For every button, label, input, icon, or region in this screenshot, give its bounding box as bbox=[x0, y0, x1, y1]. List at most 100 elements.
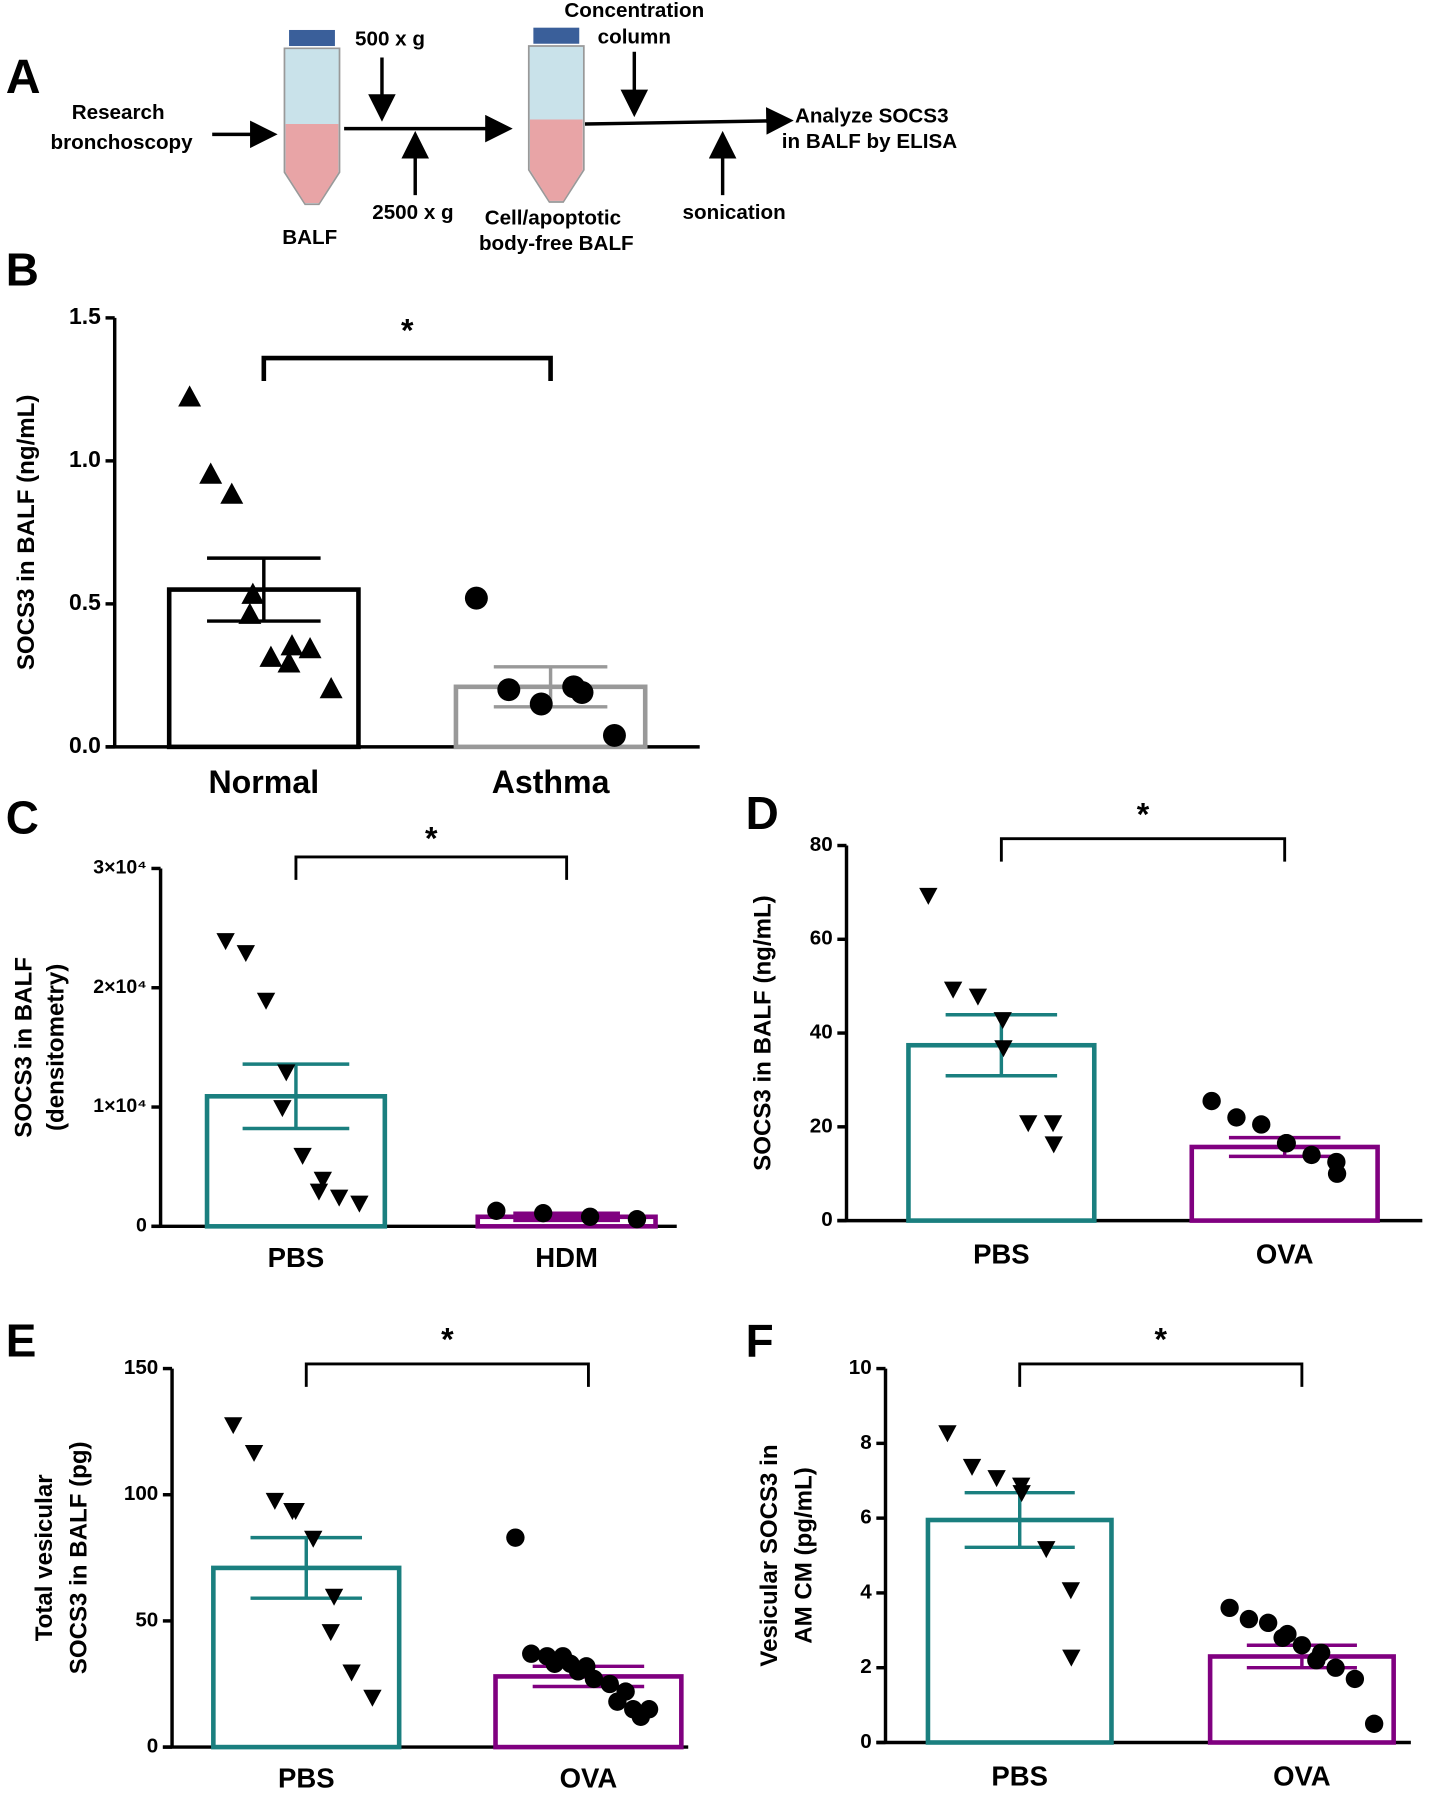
data-point bbox=[178, 385, 202, 407]
step-text: Cell/apoptotic bbox=[485, 207, 621, 230]
y-tick-label: 0.0 bbox=[69, 732, 101, 758]
data-point bbox=[256, 992, 276, 1010]
data-point bbox=[1345, 1669, 1365, 1689]
y-tick-label: 80 bbox=[810, 833, 833, 856]
data-point bbox=[943, 981, 963, 999]
data-point bbox=[1292, 1636, 1312, 1655]
data-point bbox=[497, 678, 521, 702]
x-tick-label: PBS bbox=[268, 1242, 325, 1273]
step-text: BALF bbox=[282, 226, 337, 249]
data-point bbox=[1327, 1164, 1347, 1183]
data-point bbox=[1012, 1485, 1031, 1503]
data-point bbox=[220, 482, 244, 504]
data-point bbox=[1326, 1658, 1345, 1677]
y-tick-label: 0 bbox=[136, 1214, 147, 1236]
y-axis-label: Total vesicular bbox=[31, 1474, 58, 1641]
panel-label: E bbox=[6, 1315, 37, 1367]
step-text: in BALF by ELISA bbox=[782, 130, 957, 153]
data-point bbox=[464, 586, 488, 610]
data-point bbox=[321, 1624, 340, 1642]
data-point bbox=[568, 1662, 588, 1681]
y-tick-label: 10 bbox=[849, 1356, 872, 1379]
y-axis-label: Vesicular SOCS3 in bbox=[756, 1444, 783, 1666]
y-tick-label: 150 bbox=[124, 1356, 158, 1379]
data-point bbox=[584, 1669, 604, 1689]
data-point bbox=[238, 602, 262, 624]
x-tick-label: PBS bbox=[991, 1760, 1048, 1791]
data-point bbox=[1252, 1115, 1271, 1134]
y-tick-label: 6 bbox=[860, 1506, 871, 1529]
data-point bbox=[570, 681, 594, 705]
significance-bracket bbox=[999, 837, 1287, 862]
data-point bbox=[319, 677, 343, 699]
y-axis-label: AM CM (pg/mL) bbox=[791, 1467, 818, 1644]
x-tick-label: PBS bbox=[973, 1238, 1030, 1269]
step-text: body-free BALF bbox=[479, 232, 634, 255]
data-point bbox=[1220, 1598, 1239, 1618]
y-axis-label: SOCS3 in BALF (ng/mL) bbox=[13, 395, 40, 671]
y-tick-label: 0.5 bbox=[69, 589, 101, 615]
tube bbox=[283, 29, 341, 206]
significance-label: * bbox=[1155, 1322, 1168, 1358]
y-tick-label: 4 bbox=[860, 1580, 872, 1603]
y-tick-label: 50 bbox=[135, 1608, 158, 1631]
step-text: sonication bbox=[683, 201, 786, 224]
panel-label: B bbox=[6, 243, 39, 295]
y-tick-label: 0 bbox=[147, 1735, 158, 1758]
data-point bbox=[522, 1644, 541, 1663]
data-point bbox=[600, 1674, 619, 1694]
panel-label: D bbox=[746, 787, 779, 839]
y-tick-label: 0 bbox=[821, 1208, 832, 1231]
x-tick-label: OVA bbox=[560, 1763, 618, 1794]
data-point bbox=[962, 1458, 982, 1476]
significance-label: * bbox=[401, 312, 414, 348]
data-point bbox=[216, 933, 235, 951]
x-tick-label: Asthma bbox=[492, 764, 611, 800]
step-text: bronchoscopy bbox=[51, 131, 194, 154]
data-point bbox=[506, 1528, 525, 1547]
data-point bbox=[627, 1209, 647, 1229]
y-tick-label: 1.5 bbox=[69, 303, 101, 329]
data-point bbox=[1019, 1115, 1038, 1133]
y-axis-label: (densitometry) bbox=[43, 964, 70, 1131]
data-point bbox=[987, 1470, 1006, 1488]
data-point bbox=[241, 582, 265, 604]
data-point bbox=[265, 1492, 285, 1510]
data-point bbox=[259, 645, 283, 667]
y-tick-label: 100 bbox=[124, 1482, 158, 1505]
panel-label: C bbox=[6, 792, 39, 844]
arrows bbox=[212, 51, 794, 196]
data-point bbox=[1044, 1136, 1063, 1154]
data-point bbox=[1307, 1651, 1326, 1670]
data-point bbox=[244, 1444, 264, 1462]
data-point bbox=[631, 1707, 650, 1726]
data-point bbox=[993, 1012, 1012, 1030]
data-point bbox=[968, 988, 988, 1006]
data-point bbox=[277, 1064, 296, 1082]
data-point bbox=[298, 637, 322, 659]
data-point bbox=[1277, 1134, 1296, 1153]
x-tick-label: OVA bbox=[1256, 1238, 1314, 1269]
x-tick-label: Normal bbox=[208, 764, 319, 800]
data-point bbox=[1227, 1108, 1246, 1127]
data-point bbox=[342, 1664, 361, 1682]
significance-label: * bbox=[441, 1322, 454, 1358]
y-tick-label: 0 bbox=[860, 1730, 871, 1753]
panel-label: A bbox=[6, 50, 41, 104]
data-point bbox=[1061, 1582, 1081, 1600]
data-point bbox=[608, 1692, 627, 1711]
data-point bbox=[293, 1147, 312, 1165]
y-tick-label: 2×10⁴ bbox=[93, 976, 147, 998]
data-point bbox=[529, 692, 553, 716]
step-text: Research bbox=[72, 101, 165, 124]
y-axis-label: SOCS3 in BALF (ng/mL) bbox=[749, 895, 776, 1171]
significance-bracket bbox=[1018, 1362, 1304, 1387]
y-tick-label: 8 bbox=[860, 1431, 871, 1454]
data-point bbox=[350, 1195, 369, 1213]
significance-bracket bbox=[304, 1362, 590, 1387]
data-point bbox=[224, 1417, 243, 1435]
charts: B SOCS3 in BALF (ng/mL) 0.0 0.5 1.0 1.5 Normal… bbox=[6, 243, 1423, 1794]
significance-label: * bbox=[425, 820, 438, 856]
y-axis-label: SOCS3 in BALF (pg) bbox=[66, 1441, 93, 1674]
